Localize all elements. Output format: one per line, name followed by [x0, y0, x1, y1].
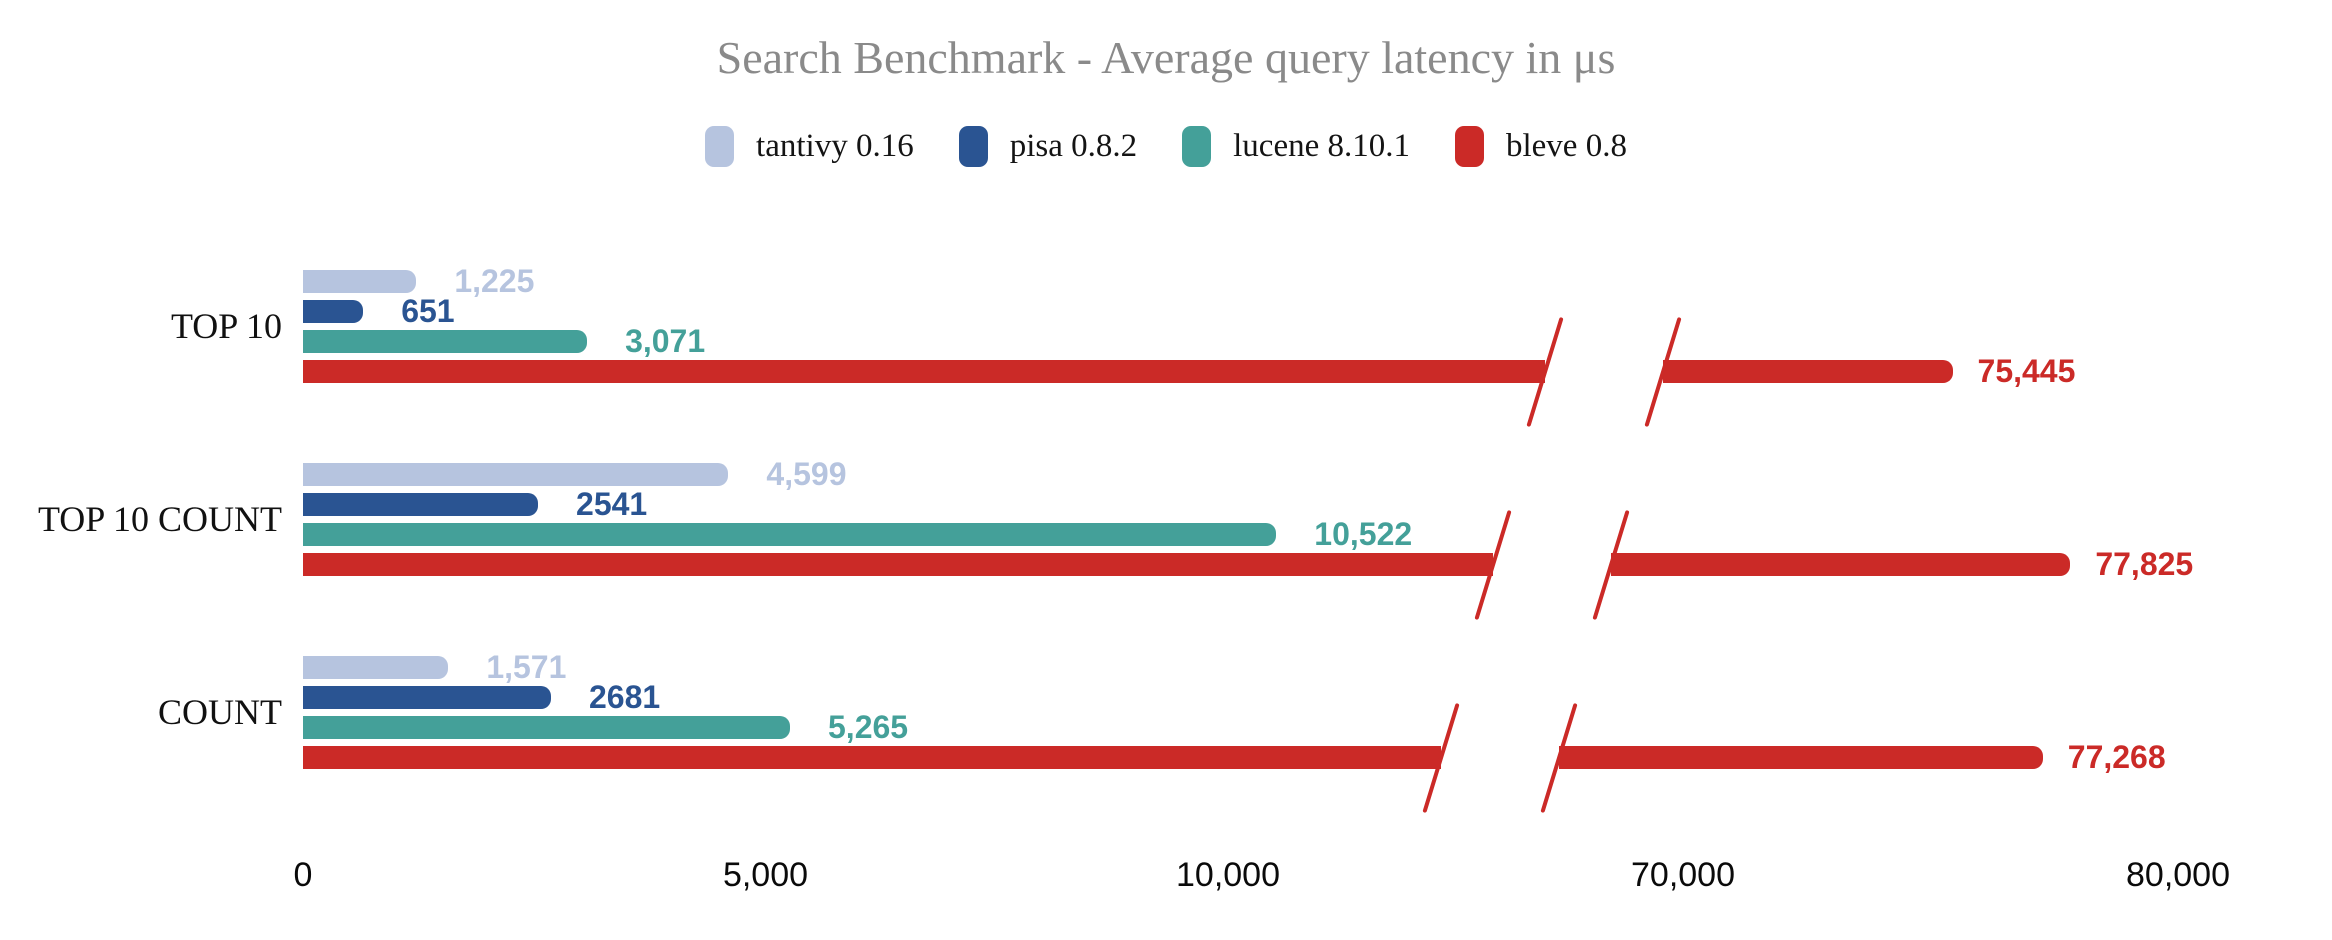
x-tick-label: 80,000 [2126, 856, 2230, 894]
bar [303, 686, 551, 709]
category-label: COUNT [158, 692, 282, 732]
category-label: TOP 10 COUNT [37, 499, 282, 539]
bar-segment [303, 746, 1441, 769]
legend-swatch [1454, 125, 1484, 167]
value-label: 2681 [588, 679, 661, 715]
legend-item: lucene 8.10.1 [1182, 125, 1410, 167]
bar [303, 300, 364, 323]
legend: tantivy 0.16 pisa 0.8.2 lucene 8.10.1 bleve… [0, 122, 2332, 170]
bar [303, 330, 588, 353]
value-label: 3,071 [625, 323, 706, 359]
value-label: 1,571 [486, 649, 567, 685]
value-label: 77,825 [2095, 546, 2194, 582]
legend-label: tantivy 0.16 [756, 127, 914, 164]
bar [303, 270, 417, 293]
legend-label: bleve 0.8 [1505, 127, 1627, 164]
legend-swatch [705, 125, 735, 167]
legend-label: lucene 8.10.1 [1233, 127, 1410, 164]
bar [303, 716, 790, 739]
value-label: 1,225 [454, 263, 535, 299]
legend-item: pisa 0.8.2 [958, 125, 1138, 167]
value-label: 75,445 [1977, 353, 2076, 389]
value-label: 651 [401, 293, 455, 329]
x-tick-label: 0 [293, 856, 313, 894]
bar-segment [303, 360, 1545, 383]
bar [303, 523, 1277, 546]
chart-title: Search Benchmark - Average query latency… [716, 32, 1616, 83]
legend-swatch [958, 125, 988, 167]
legend-item: bleve 0.8 [1454, 125, 1627, 167]
bar [303, 463, 729, 486]
value-label: 77,268 [2067, 739, 2166, 775]
bar-segment [1611, 553, 2071, 576]
legend-item: tantivy 0.16 [705, 125, 914, 167]
legend-swatch [1182, 125, 1212, 167]
bar-segment [303, 553, 1493, 576]
bar-segment [1663, 360, 1953, 383]
bar [303, 493, 539, 516]
category-label: TOP 10 [170, 306, 282, 346]
bar [303, 656, 449, 679]
bar-segment [1559, 746, 2043, 769]
value-label: 2541 [576, 486, 648, 522]
value-label: 10,522 [1314, 516, 1413, 552]
legend-label: pisa 0.8.2 [1009, 127, 1138, 164]
x-tick-label: 5,000 [722, 856, 809, 894]
x-tick-label: 70,000 [1631, 856, 1735, 894]
value-label: 4,599 [766, 456, 847, 492]
value-label: 5,265 [828, 709, 909, 745]
x-tick-label: 10,000 [1176, 856, 1280, 894]
